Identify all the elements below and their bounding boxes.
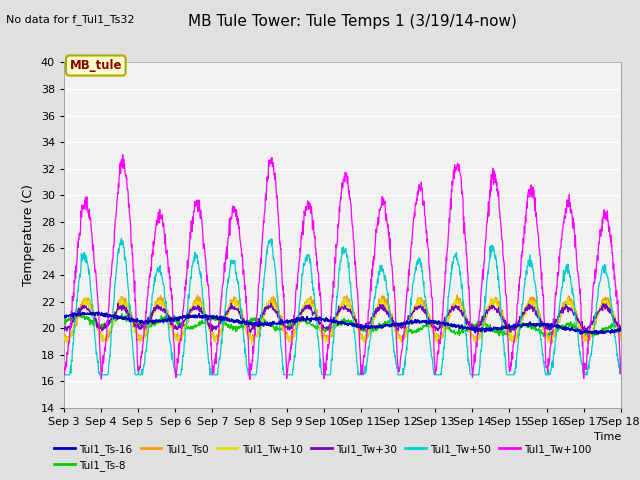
Legend: Tul1_Ts-16, Tul1_Ts-8, Tul1_Ts0, Tul1_Tw+10, Tul1_Tw+30, Tul1_Tw+50, Tul1_Tw+100: Tul1_Ts-16, Tul1_Ts-8, Tul1_Ts0, Tul1_Tw… <box>50 439 596 475</box>
Text: MB Tule Tower: Tule Temps 1 (3/19/14-now): MB Tule Tower: Tule Temps 1 (3/19/14-now… <box>188 14 516 29</box>
Y-axis label: Temperature (C): Temperature (C) <box>22 184 35 286</box>
Text: No data for f_Tul1_Ts32: No data for f_Tul1_Ts32 <box>6 14 135 25</box>
Text: Time: Time <box>593 432 621 442</box>
Text: MB_tule: MB_tule <box>70 59 122 72</box>
